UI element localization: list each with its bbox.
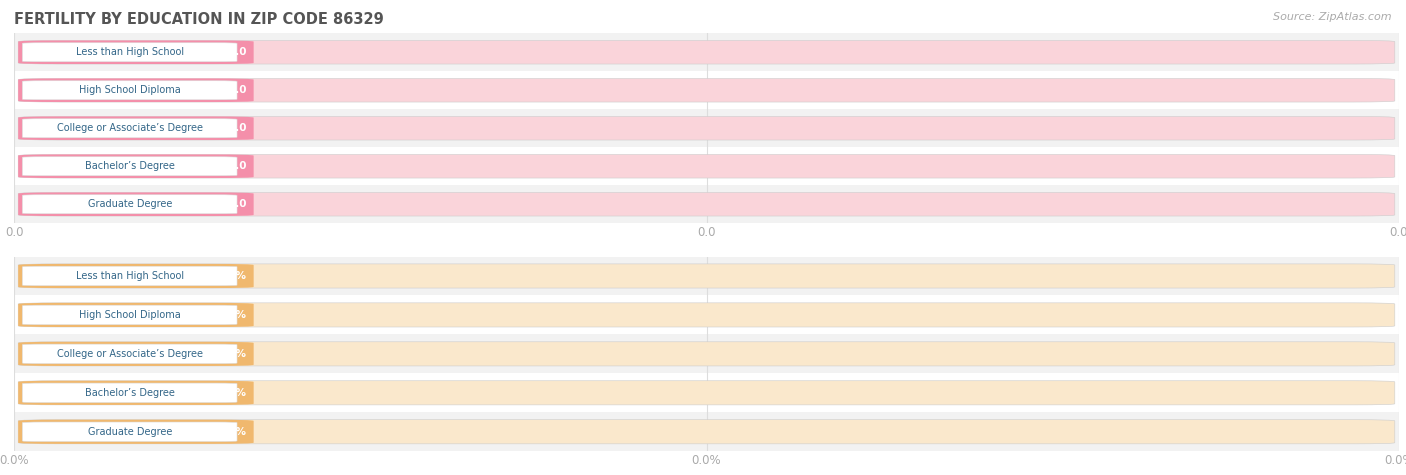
Text: Graduate Degree: Graduate Degree — [87, 427, 172, 437]
Text: Source: ZipAtlas.com: Source: ZipAtlas.com — [1274, 12, 1392, 22]
Text: Bachelor’s Degree: Bachelor’s Degree — [84, 388, 174, 398]
Text: 0.0%: 0.0% — [218, 271, 246, 281]
Bar — [14, 295, 1399, 334]
Bar — [14, 373, 1399, 412]
FancyBboxPatch shape — [18, 303, 1395, 327]
Bar — [14, 147, 1399, 185]
FancyBboxPatch shape — [22, 43, 238, 62]
Bar — [14, 33, 1399, 71]
Text: 0.0: 0.0 — [228, 85, 246, 95]
Text: College or Associate’s Degree: College or Associate’s Degree — [56, 123, 202, 133]
Text: 0.0: 0.0 — [228, 47, 246, 57]
Text: 0.0: 0.0 — [228, 199, 246, 209]
Text: Less than High School: Less than High School — [76, 271, 184, 281]
FancyBboxPatch shape — [22, 422, 238, 442]
FancyBboxPatch shape — [18, 342, 1395, 366]
FancyBboxPatch shape — [22, 344, 238, 364]
Text: Bachelor’s Degree: Bachelor’s Degree — [84, 161, 174, 171]
FancyBboxPatch shape — [18, 264, 253, 288]
Bar — [14, 412, 1399, 451]
Text: FERTILITY BY EDUCATION IN ZIP CODE 86329: FERTILITY BY EDUCATION IN ZIP CODE 86329 — [14, 12, 384, 27]
Bar — [14, 71, 1399, 109]
Text: Graduate Degree: Graduate Degree — [87, 199, 172, 209]
FancyBboxPatch shape — [18, 381, 253, 405]
FancyBboxPatch shape — [18, 192, 253, 216]
Text: High School Diploma: High School Diploma — [79, 85, 180, 95]
FancyBboxPatch shape — [18, 116, 1395, 140]
Text: 0.0%: 0.0% — [218, 388, 246, 398]
FancyBboxPatch shape — [18, 420, 1395, 444]
FancyBboxPatch shape — [18, 154, 1395, 178]
Text: 0.0: 0.0 — [228, 161, 246, 171]
FancyBboxPatch shape — [18, 78, 253, 102]
FancyBboxPatch shape — [22, 305, 238, 325]
Bar — [14, 185, 1399, 223]
Text: Less than High School: Less than High School — [76, 47, 184, 57]
FancyBboxPatch shape — [18, 116, 253, 140]
FancyBboxPatch shape — [18, 420, 253, 444]
FancyBboxPatch shape — [22, 383, 238, 403]
Bar — [14, 256, 1399, 295]
Text: High School Diploma: High School Diploma — [79, 310, 180, 320]
FancyBboxPatch shape — [18, 40, 1395, 64]
FancyBboxPatch shape — [18, 154, 253, 178]
Text: College or Associate’s Degree: College or Associate’s Degree — [56, 349, 202, 359]
Text: 0.0%: 0.0% — [218, 427, 246, 437]
Bar — [14, 109, 1399, 147]
FancyBboxPatch shape — [22, 119, 238, 138]
FancyBboxPatch shape — [18, 192, 1395, 216]
FancyBboxPatch shape — [18, 342, 253, 366]
Bar — [14, 334, 1399, 373]
FancyBboxPatch shape — [18, 40, 253, 64]
FancyBboxPatch shape — [18, 264, 1395, 288]
FancyBboxPatch shape — [22, 195, 238, 214]
FancyBboxPatch shape — [18, 78, 1395, 102]
FancyBboxPatch shape — [18, 303, 253, 327]
FancyBboxPatch shape — [22, 81, 238, 100]
Text: 0.0: 0.0 — [228, 123, 246, 133]
FancyBboxPatch shape — [18, 381, 1395, 405]
FancyBboxPatch shape — [22, 266, 238, 286]
FancyBboxPatch shape — [22, 157, 238, 176]
Text: 0.0%: 0.0% — [218, 349, 246, 359]
Text: 0.0%: 0.0% — [218, 310, 246, 320]
